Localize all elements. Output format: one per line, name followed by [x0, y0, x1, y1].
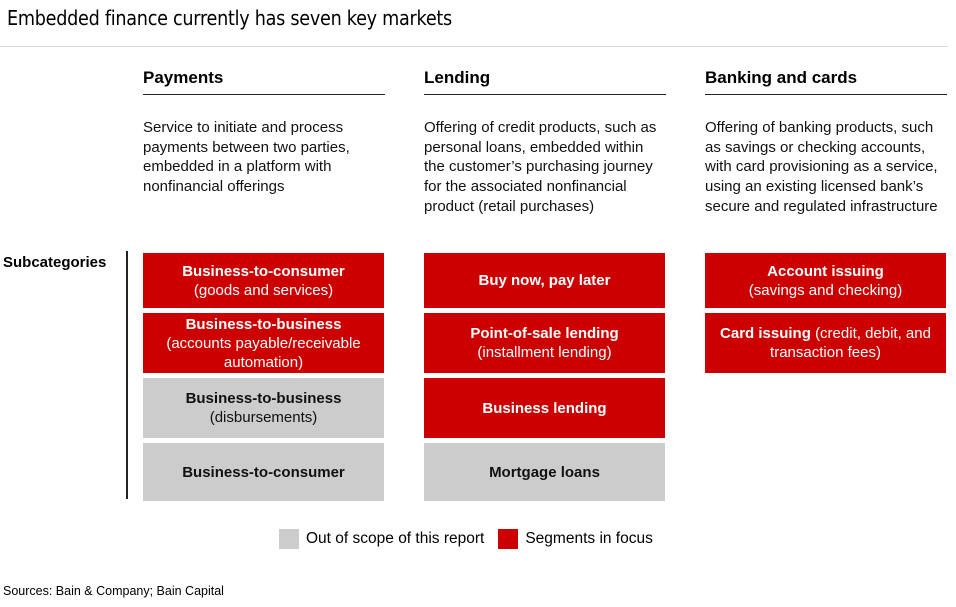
- subcategory-title: Mortgage loans: [489, 463, 600, 481]
- subcategory-box: Card issuing (credit, debit, and transac…: [705, 313, 946, 373]
- page-title: Embedded finance currently has seven key…: [7, 6, 452, 30]
- column-heading: Lending: [424, 66, 666, 95]
- legend-item-out-of-scope: Out of scope of this report: [279, 529, 484, 549]
- subcategory-detail: (savings and checking): [748, 281, 903, 299]
- column-payments: Payments Service to initiate and process…: [143, 66, 385, 197]
- subcategory-title: Account issuing: [767, 262, 884, 280]
- column-heading: Banking and cards: [705, 66, 947, 95]
- subcategory-box: Buy now, pay later: [424, 253, 665, 308]
- column-description: Service to initiate and process payments…: [143, 119, 350, 196]
- subcategory-title: Business-to-business: [185, 315, 342, 333]
- source-note: Sources: Bain & Company; Bain Capital: [3, 584, 224, 598]
- legend-swatch-gray: [279, 529, 299, 549]
- subcategory-box: Mortgage loans: [424, 443, 665, 501]
- subcategory-title: Card issuing: [720, 325, 811, 342]
- subcategory-title: Buy now, pay later: [478, 272, 611, 289]
- legend-swatch-red: [498, 529, 519, 549]
- column-description: Offering of banking products, such as sa…: [705, 119, 938, 215]
- subcategory-detail: (installment lending): [477, 344, 612, 361]
- subcategory-title: Business-to-business: [185, 390, 342, 407]
- subcategory-title: Business-to-consumer: [182, 262, 345, 280]
- subcategory-box: Account issuing (savings and checking): [705, 253, 946, 308]
- legend-label: Segments in focus: [525, 530, 653, 547]
- column-lending: Lending Offering of credit products, suc…: [424, 66, 666, 217]
- subcategory-box: Business-to-business (accounts payable/r…: [143, 313, 384, 373]
- subcategory-detail: (credit, debit, and transaction fees): [770, 325, 931, 361]
- subcategory-box: Business lending: [424, 378, 665, 438]
- subcategory-title: Point-of-sale lending: [470, 325, 619, 342]
- subcategory-box: Business-to-consumer (goods and services…: [143, 253, 384, 308]
- subcategory-box: Business-to-business (disbursements): [143, 378, 384, 438]
- legend-label: Out of scope of this report: [306, 530, 485, 547]
- legend: Out of scope of this report Segments in …: [279, 529, 667, 549]
- subcategories-label: Subcategories: [3, 254, 107, 271]
- subcategory-title: Business-to-consumer: [182, 463, 345, 481]
- subcategory-box: Point-of-sale lending (installment lendi…: [424, 313, 665, 373]
- column-heading: Payments: [143, 66, 385, 95]
- subcategory-box: Business-to-consumer: [143, 443, 384, 501]
- title-divider: [0, 46, 948, 47]
- column-banking-and-cards: Banking and cards Offering of banking pr…: [705, 66, 947, 217]
- column-description: Offering of credit products, such as per…: [424, 119, 657, 215]
- subcategory-detail: (disbursements): [209, 409, 318, 426]
- subcategory-detail: (accounts payable/receivable automation): [166, 334, 361, 371]
- subcategory-title: Business lending: [482, 399, 607, 417]
- subcategory-detail: (goods and services): [193, 281, 334, 299]
- subcategories-bracket: [126, 251, 128, 499]
- legend-item-in-focus: Segments in focus: [498, 529, 653, 549]
